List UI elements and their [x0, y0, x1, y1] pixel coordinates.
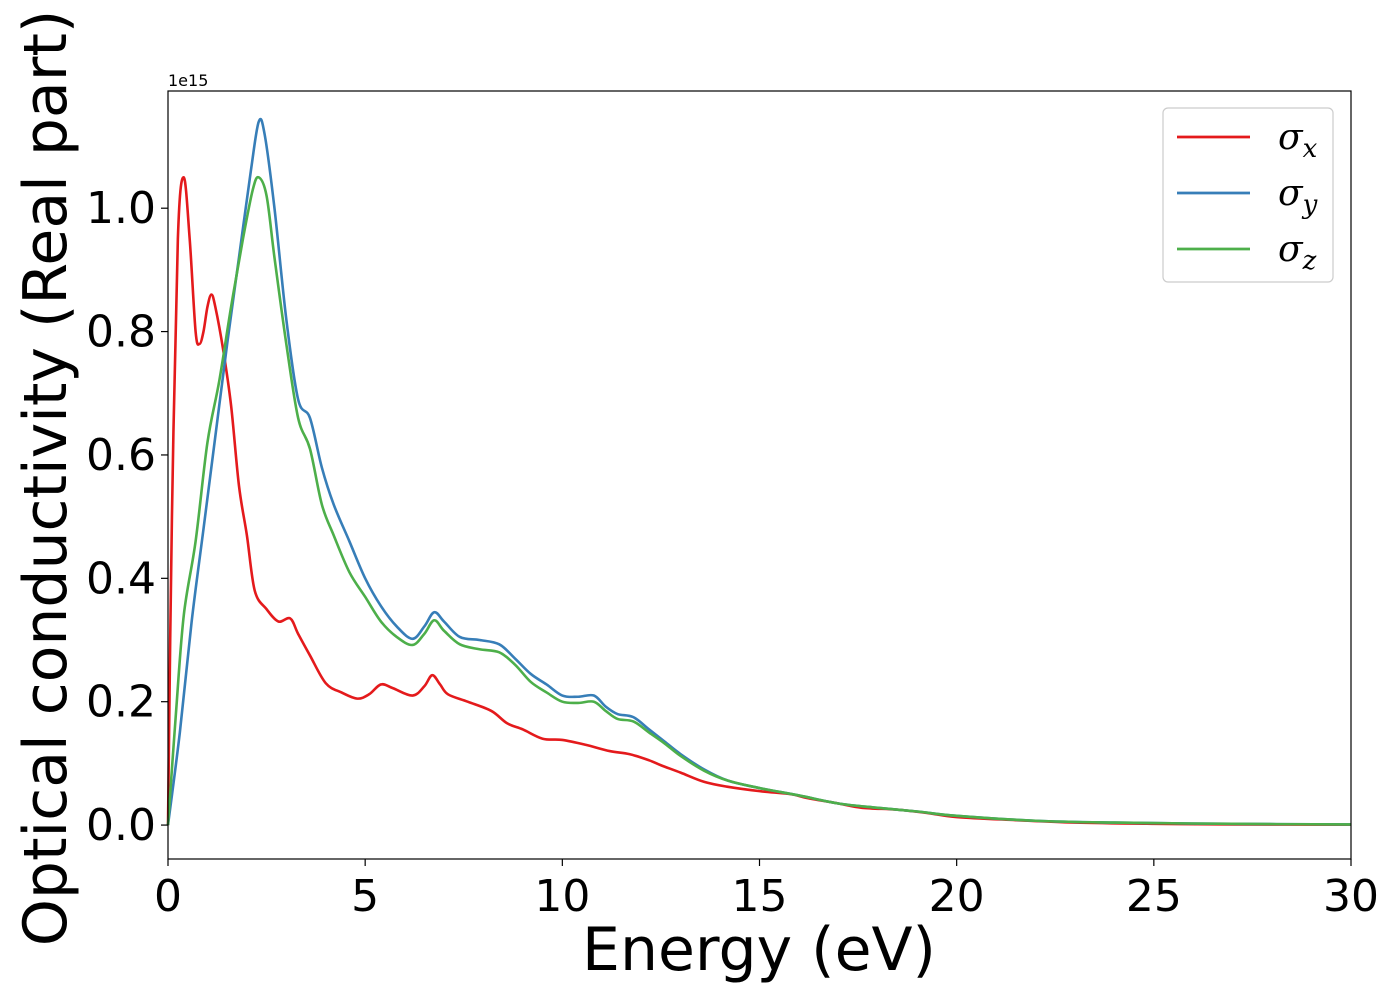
y-tick-label: 0.8: [86, 307, 156, 358]
y-axis-title: Optical conductivity (Real part): [11, 10, 81, 947]
x-tick-label: 20: [929, 871, 985, 922]
x-tick-label: 25: [1126, 871, 1182, 922]
x-axis: 0 5 10 15 20 25 30: [154, 859, 1379, 922]
x-tick-label: 15: [732, 871, 788, 922]
x-axis-title: Energy (eV): [582, 915, 936, 985]
y-tick-label: 0.4: [86, 553, 156, 604]
series-line-z: [166, 175, 1352, 826]
legend-subscript: x: [1303, 134, 1318, 164]
y-tick-label: 0.0: [86, 800, 156, 851]
y-tick-label: 1.0: [86, 183, 156, 234]
y-offset-label: 1e15: [168, 71, 208, 90]
x-tick-label: 30: [1323, 871, 1379, 922]
y-axis: 0.0 0.2 0.4 0.6 0.8 1.0: [86, 183, 168, 851]
legend-subscript: y: [1302, 190, 1318, 220]
plot-background: [168, 91, 1351, 859]
legend-subscript: z: [1302, 246, 1317, 276]
series-layer: [166, 117, 1352, 827]
x-tick-label: 10: [534, 871, 590, 922]
x-tick-label: 0: [154, 871, 182, 922]
legend-box: [1162, 107, 1334, 283]
y-tick-label: 0.2: [86, 677, 156, 728]
x-tick-label: 5: [351, 871, 379, 922]
y-tick-label: 0.6: [86, 430, 156, 481]
